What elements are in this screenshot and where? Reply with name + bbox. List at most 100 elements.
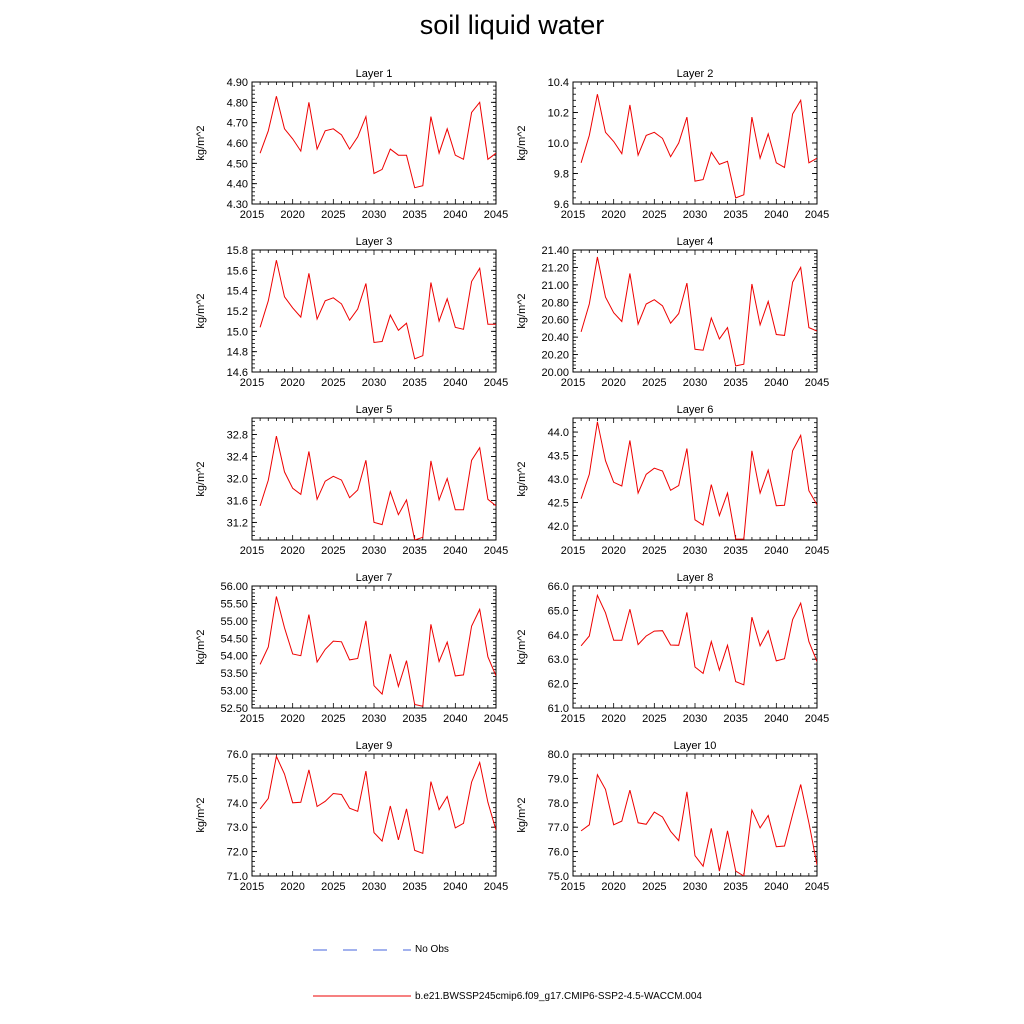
x-tick-label: 2030 <box>362 545 386 557</box>
x-tick-label: 2045 <box>484 881 508 893</box>
y-tick-label: 54.50 <box>220 633 248 645</box>
series-line <box>580 593 817 686</box>
series-line <box>580 773 817 876</box>
panel-title: Layer 5 <box>356 404 393 416</box>
x-tick-label: 2045 <box>484 209 508 221</box>
y-tick-label: 4.30 <box>227 199 248 211</box>
y-tick-label: 43.5 <box>548 451 569 463</box>
y-tick-label: 32.8 <box>227 429 248 441</box>
y-tick-label: 71.0 <box>227 871 248 883</box>
y-tick-label: 20.60 <box>541 315 569 327</box>
y-tick-label: 15.0 <box>227 326 248 338</box>
x-tick-label: 2035 <box>723 713 747 725</box>
x-tick-label: 2030 <box>362 881 386 893</box>
y-tick-label: 9.8 <box>554 169 569 181</box>
plot-frame <box>251 753 497 877</box>
x-tick-label: 2025 <box>642 377 666 389</box>
panel-layer-10: Layer 10 2015 2020 2025 2030 2035 2040 2045 75.0… <box>516 740 829 893</box>
x-tick-label: 2040 <box>443 377 467 389</box>
x-tick-label: 2045 <box>805 713 829 725</box>
y-tick-label: 77.0 <box>548 822 569 834</box>
panel-title: Layer 2 <box>677 68 714 80</box>
y-tick-label: 53.50 <box>220 668 248 680</box>
panel-layer-8: Layer 8 2015 2020 2025 2030 2035 2040 2045 61.0 6… <box>516 572 829 725</box>
x-tick-label: 2025 <box>642 881 666 893</box>
x-tick-label: 2045 <box>805 881 829 893</box>
x-tick-label: 2040 <box>443 713 467 725</box>
y-tick-label: 15.2 <box>227 306 248 318</box>
y-tick-label: 56.00 <box>220 581 248 593</box>
panel-title: Layer 3 <box>356 236 393 248</box>
panel-layer-6: Layer 6 2015 2020 2025 2030 2035 2040 2045 42.0 4… <box>516 404 829 557</box>
y-axis-label: kg/m^2 <box>195 293 207 328</box>
x-tick-label: 2035 <box>402 545 426 557</box>
y-tick-label: 74.0 <box>227 798 248 810</box>
series-line <box>580 94 817 199</box>
x-tick-label: 2015 <box>240 545 264 557</box>
panel-layer-7: Layer 7 2015 2020 2025 2030 2035 2040 2045 52.50… <box>195 572 508 725</box>
x-tick-label: 2035 <box>402 209 426 221</box>
x-tick-label: 2020 <box>601 377 625 389</box>
x-tick-label: 2020 <box>601 881 625 893</box>
x-tick-label: 2045 <box>805 209 829 221</box>
x-tick-label: 2045 <box>484 545 508 557</box>
panel-layer-3: Layer 3 2015 2020 2025 2030 2035 2040 2045 14.6 1… <box>195 236 508 389</box>
y-tick-label: 72.0 <box>227 847 248 859</box>
y-tick-label: 15.4 <box>227 286 248 298</box>
x-tick-label: 2025 <box>642 209 666 221</box>
series-line <box>259 754 496 854</box>
x-tick-label: 2030 <box>683 713 707 725</box>
x-tick-label: 2035 <box>723 377 747 389</box>
x-tick-label: 2035 <box>723 545 747 557</box>
y-tick-label: 43.0 <box>548 474 569 486</box>
y-tick-label: 4.60 <box>227 138 248 150</box>
y-tick-label: 42.0 <box>548 521 569 533</box>
y-axis-label: kg/m^2 <box>195 461 207 496</box>
x-tick-label: 2030 <box>683 881 707 893</box>
x-tick-label: 2030 <box>683 209 707 221</box>
y-tick-label: 53.00 <box>220 686 248 698</box>
y-tick-label: 21.00 <box>541 280 569 292</box>
x-tick-label: 2040 <box>764 881 788 893</box>
x-tick-label: 2045 <box>484 377 508 389</box>
x-tick-label: 2020 <box>280 713 304 725</box>
y-axis-label: kg/m^2 <box>195 125 207 160</box>
y-axis-label: kg/m^2 <box>195 629 207 664</box>
y-tick-label: 4.40 <box>227 179 248 191</box>
panel-title: Layer 10 <box>674 740 717 752</box>
x-tick-label: 2015 <box>561 377 585 389</box>
x-tick-label: 2015 <box>240 713 264 725</box>
panel-layer-5: Layer 5 2015 2020 2025 2030 2035 2040 2045 31.2 3… <box>195 404 508 557</box>
x-tick-label: 2030 <box>362 209 386 221</box>
y-tick-label: 14.6 <box>227 367 248 379</box>
series-line <box>580 256 817 367</box>
y-tick-label: 32.0 <box>227 473 248 485</box>
y-tick-label: 14.8 <box>227 347 248 359</box>
panel-title: Layer 6 <box>677 404 714 416</box>
main-title: soil liquid water <box>419 10 605 40</box>
x-tick-label: 2030 <box>362 713 386 725</box>
y-tick-label: 21.40 <box>541 245 569 257</box>
y-axis-label: kg/m^2 <box>516 629 528 664</box>
panel-layer-9: Layer 9 2015 2020 2025 2030 2035 2040 2045 71.0 7… <box>195 740 508 893</box>
y-tick-label: 66.0 <box>548 581 569 593</box>
panel-title: Layer 4 <box>677 236 714 248</box>
y-tick-label: 65.0 <box>548 605 569 617</box>
x-tick-label: 2015 <box>561 545 585 557</box>
panel-title: Layer 1 <box>356 68 393 80</box>
y-axis-label: kg/m^2 <box>516 125 528 160</box>
y-tick-label: 4.50 <box>227 158 248 170</box>
y-tick-label: 75.0 <box>227 773 248 785</box>
x-tick-label: 2020 <box>280 377 304 389</box>
y-tick-label: 10.0 <box>548 138 569 150</box>
y-tick-label: 42.5 <box>548 497 569 509</box>
y-tick-label: 32.4 <box>227 451 248 463</box>
x-tick-label: 2015 <box>561 713 585 725</box>
x-tick-label: 2015 <box>240 881 264 893</box>
y-tick-label: 61.0 <box>548 703 569 715</box>
y-tick-label: 80.0 <box>548 749 569 761</box>
y-tick-label: 75.0 <box>548 871 569 883</box>
y-tick-label: 78.0 <box>548 798 569 810</box>
x-tick-label: 2020 <box>601 209 625 221</box>
